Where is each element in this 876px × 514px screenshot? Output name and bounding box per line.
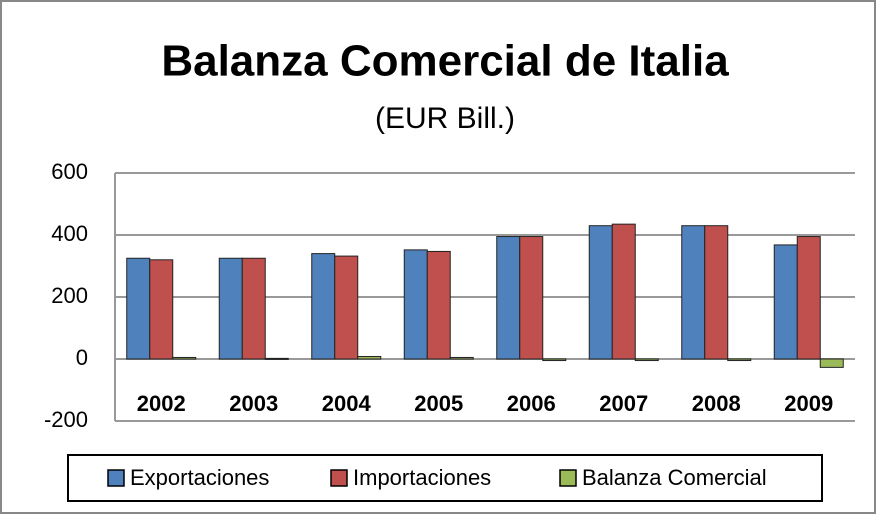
y-tick-label: 400 <box>51 221 88 246</box>
bar <box>819 358 844 368</box>
x-tick-label: 2004 <box>322 391 372 416</box>
x-tick-label: 2003 <box>229 391 278 416</box>
bar <box>704 225 729 360</box>
bar <box>542 358 567 362</box>
bar <box>611 223 636 360</box>
bar <box>449 356 474 360</box>
x-tick-label: 2008 <box>692 391 741 416</box>
bar <box>334 255 359 360</box>
bar <box>149 259 174 360</box>
bar <box>218 257 243 360</box>
legend-swatch <box>559 469 577 487</box>
y-tick-label: -200 <box>44 407 88 432</box>
bar <box>519 236 544 360</box>
chart-subtitle: (EUR Bill.) <box>375 102 515 135</box>
bar <box>311 253 336 360</box>
x-tick-label: 2009 <box>784 391 833 416</box>
bar <box>357 356 382 360</box>
chart-title: Balanza Comercial de Italia <box>161 37 729 86</box>
legend-label: Exportaciones <box>130 465 269 490</box>
bar <box>426 250 451 360</box>
x-tick-label: 2002 <box>137 391 186 416</box>
y-tick-label: 600 <box>51 159 88 184</box>
bar <box>241 257 266 360</box>
legend-label: Importaciones <box>353 465 491 490</box>
legend-swatch <box>330 469 348 487</box>
bar <box>172 356 197 360</box>
bar <box>496 236 521 360</box>
x-tick-label: 2007 <box>599 391 648 416</box>
bar <box>588 225 613 360</box>
bar <box>403 249 428 360</box>
legend-swatch <box>107 469 125 487</box>
legend-label: Balanza Comercial <box>582 465 767 490</box>
bar <box>126 257 151 360</box>
bar <box>681 225 706 360</box>
legend-box <box>67 454 823 502</box>
bar <box>727 358 752 362</box>
bar <box>634 358 659 362</box>
x-tick-label: 2006 <box>507 391 556 416</box>
x-tick-label: 2005 <box>414 391 463 416</box>
y-tick-label: 0 <box>76 345 88 370</box>
bar <box>773 244 798 360</box>
bar <box>796 236 821 360</box>
bar <box>264 357 289 360</box>
y-tick-label: 200 <box>51 283 88 308</box>
